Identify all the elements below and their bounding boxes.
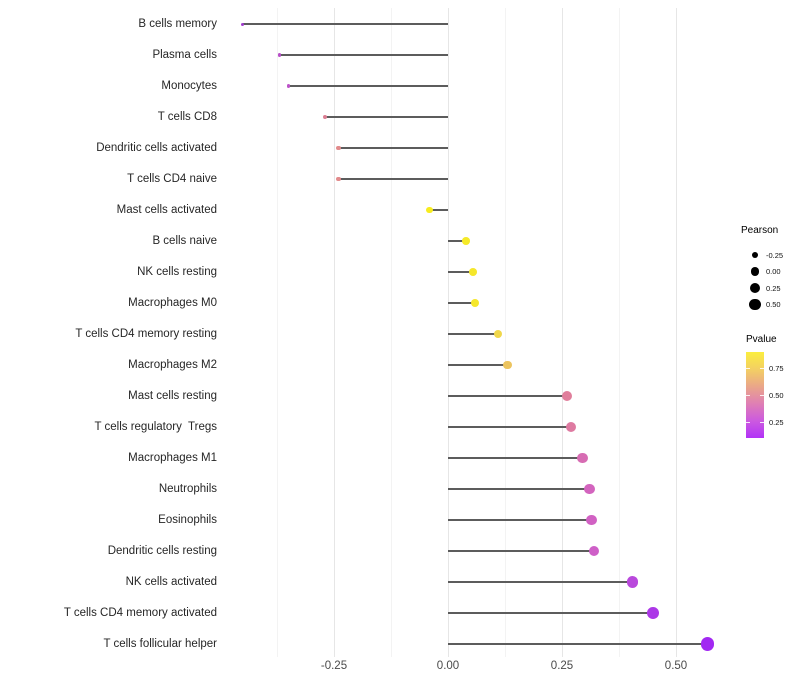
y-axis-label: NK cells activated — [125, 576, 217, 588]
lollipop-stem — [448, 333, 499, 335]
lollipop-stem — [448, 240, 467, 242]
lollipop-dot — [322, 114, 328, 120]
lollipop-stem — [448, 302, 476, 304]
lollipop-dot — [471, 299, 480, 307]
gridline-minor — [277, 8, 278, 657]
lollipop-stem — [448, 426, 572, 428]
lollipop-stem — [288, 85, 448, 87]
x-axis-tick-label: 0.25 — [550, 660, 574, 672]
y-axis-label: T cells CD4 naive — [127, 173, 217, 185]
legend-gradient-label: 0.50 — [769, 390, 784, 400]
lollipop-dot — [336, 176, 341, 182]
y-axis-label: T cells CD8 — [157, 111, 217, 123]
x-axis-tick-label: 0.00 — [436, 660, 460, 672]
lollipop-dot — [577, 452, 588, 464]
legend-size-dot — [751, 251, 759, 259]
legend-size-label: 0.25 — [766, 283, 781, 293]
lollipop-dot — [588, 545, 600, 557]
lollipop-dot — [566, 421, 577, 433]
y-axis-label: T cells regulatory Tregs — [94, 421, 217, 433]
lollipop-dot — [584, 483, 595, 495]
lollipop-dot — [426, 206, 434, 214]
y-axis-label: Macrophages M0 — [128, 297, 217, 309]
legend-gradient-label: 0.75 — [769, 363, 784, 373]
legend-size-label: -0.25 — [766, 250, 784, 260]
lollipop-dot — [626, 576, 639, 588]
y-axis-label: Plasma cells — [152, 49, 217, 61]
gridline-minor — [391, 8, 392, 657]
y-axis-label: Neutrophils — [158, 483, 217, 495]
legend-gradient-tick — [746, 422, 750, 423]
lollipop-dot — [502, 360, 512, 370]
lollipop-dot — [701, 637, 715, 651]
lollipop-stem — [448, 395, 567, 397]
gridline-major — [448, 8, 449, 657]
y-axis-label: B cells naive — [152, 235, 217, 247]
lollipop-stem — [448, 612, 654, 614]
y-axis-label: Eosinophils — [158, 514, 217, 526]
legend-size-label: 0.50 — [766, 300, 781, 309]
legend-size-dot — [749, 298, 761, 311]
y-axis-label: Dendritic cells resting — [107, 545, 217, 557]
lollipop-stem — [429, 209, 448, 211]
lollipop-dot — [561, 391, 572, 401]
lollipop-stem — [324, 116, 448, 118]
lollipop-stem — [448, 643, 708, 645]
legend-gradient-tick — [746, 368, 750, 369]
legend-gradient-tick — [760, 368, 764, 369]
lollipop-dot — [647, 607, 660, 619]
gridline-minor — [505, 8, 506, 657]
lollipop-dot — [336, 145, 341, 151]
y-axis-label: Macrophages M2 — [128, 359, 217, 371]
y-axis-label: T cells CD4 memory resting — [75, 328, 217, 340]
legend-gradient-bar — [746, 352, 764, 438]
y-axis-label: B cells memory — [138, 18, 217, 30]
lollipop-stem — [448, 271, 474, 273]
lollipop-stem — [448, 519, 592, 521]
legend-gradient-tick — [760, 422, 764, 423]
legend-gradient-label: 0.25 — [769, 417, 784, 427]
lollipop-dot — [469, 268, 477, 276]
pearson-legend-title: Pearson — [741, 225, 779, 236]
gridline-minor — [619, 8, 620, 657]
lollipop-dot — [241, 22, 245, 26]
lollipop-stem — [448, 581, 633, 583]
lollipop-dot — [586, 514, 597, 526]
lollipop-stem — [338, 147, 448, 149]
lollipop-dot — [277, 53, 282, 57]
y-axis-label: Mast cells activated — [116, 204, 217, 216]
gridline-major — [562, 8, 563, 657]
lollipop-stem — [338, 178, 448, 180]
legend-size-label: 0.00 — [766, 267, 781, 276]
gridline-major — [334, 8, 335, 657]
legend-gradient-tick — [760, 395, 764, 396]
lollipop-stem — [448, 488, 590, 490]
legend-size-dot — [750, 283, 760, 293]
lollipop-dot — [493, 329, 503, 339]
y-axis-label: T cells CD4 memory activated — [63, 607, 217, 619]
lollipop-stem — [242, 23, 448, 25]
x-axis-tick-label: -0.25 — [320, 660, 348, 672]
y-axis-label: Mast cells resting — [128, 390, 217, 402]
x-axis-tick-label: 0.50 — [664, 660, 688, 672]
lollipop-stem — [448, 457, 583, 459]
y-axis-label: Macrophages M1 — [128, 452, 217, 464]
lollipop-dot — [286, 84, 291, 88]
legend-gradient-tick — [746, 395, 750, 396]
legend-size-dot — [750, 267, 760, 276]
y-axis-label: Monocytes — [161, 80, 217, 92]
gridline-major — [676, 8, 677, 657]
y-axis-label: T cells follicular helper — [103, 638, 217, 650]
lollipop-stem — [448, 550, 594, 552]
y-axis-label: Dendritic cells activated — [96, 142, 217, 154]
pvalue-legend-title: Pvalue — [746, 334, 777, 345]
lollipop-dot — [462, 237, 471, 245]
lollipop-stem — [279, 54, 448, 56]
y-axis-label: NK cells resting — [137, 266, 217, 278]
lollipop-stem — [448, 364, 508, 366]
